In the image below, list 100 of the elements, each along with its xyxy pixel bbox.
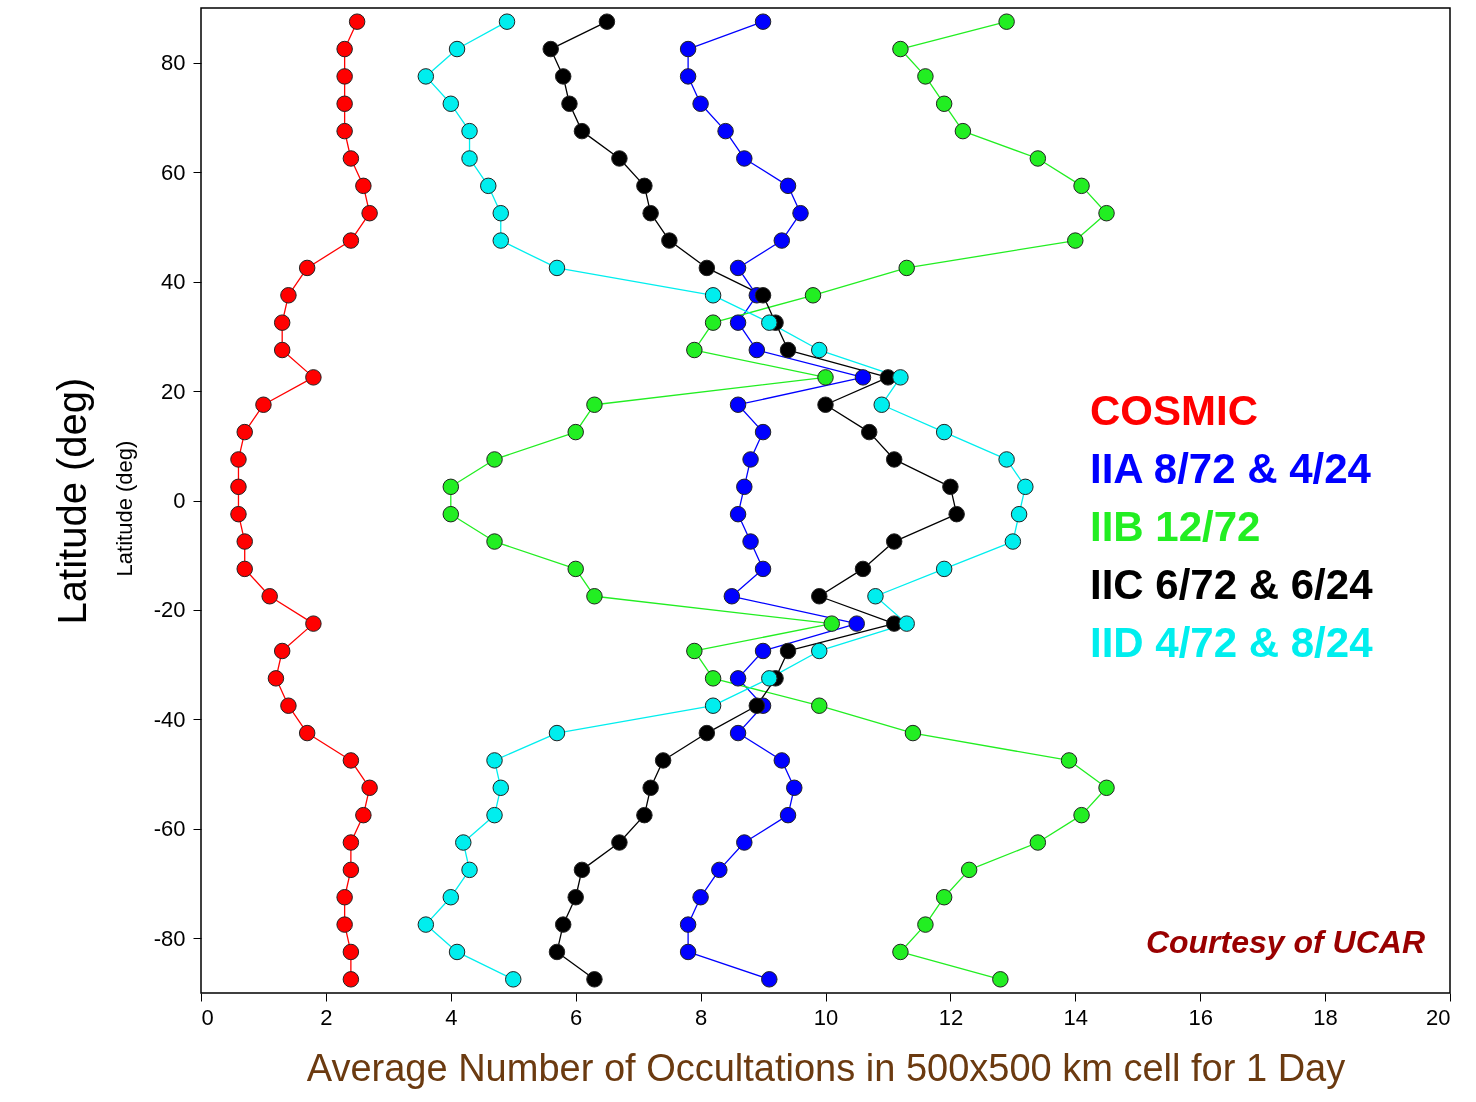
point (942, 478, 959, 496)
point (567, 423, 584, 441)
point (442, 505, 460, 523)
point (461, 150, 478, 167)
point (729, 670, 747, 687)
point (586, 396, 603, 413)
point (992, 971, 1009, 988)
x-tick-label: 2 (320, 1004, 333, 1030)
y-tick-label: 40 (161, 269, 186, 295)
point (711, 861, 728, 879)
y-tick-label: -80 (153, 925, 186, 951)
point (654, 752, 672, 769)
point (598, 13, 616, 30)
point (773, 232, 791, 249)
point (361, 779, 378, 797)
point (342, 834, 360, 851)
point (355, 806, 372, 824)
point (280, 697, 297, 714)
point (748, 341, 766, 359)
y-tick-label: 60 (161, 159, 186, 185)
point (486, 752, 503, 769)
x-tick-label: 10 (813, 1004, 839, 1030)
point (236, 533, 253, 550)
point (348, 13, 366, 30)
point (642, 204, 659, 222)
point (779, 341, 797, 359)
point (342, 752, 360, 769)
point (448, 943, 466, 961)
point (355, 177, 372, 195)
point (492, 779, 510, 797)
point (230, 505, 247, 523)
x-tick-label: 16 (1188, 1004, 1213, 1030)
point (492, 232, 510, 249)
point (736, 150, 753, 167)
y-tick-label: -20 (153, 597, 186, 623)
point (935, 423, 953, 441)
point (567, 889, 584, 906)
point (686, 341, 703, 359)
text: IID 4/72 & 8/24 (1090, 619, 1374, 666)
point (817, 396, 834, 413)
point (236, 423, 253, 441)
point (898, 615, 915, 632)
point (548, 943, 566, 961)
point (729, 396, 747, 413)
point (567, 560, 584, 578)
point (505, 971, 522, 988)
point (811, 697, 828, 714)
point (761, 971, 778, 988)
point (230, 478, 247, 496)
point (448, 40, 466, 58)
y-tick-label: 0 (173, 488, 186, 513)
point (267, 670, 285, 687)
point (754, 13, 772, 30)
point (1029, 150, 1047, 167)
point (892, 40, 909, 58)
point (554, 916, 572, 933)
point (486, 533, 503, 550)
point (573, 861, 591, 879)
point (998, 451, 1015, 468)
point (461, 861, 478, 879)
point (1098, 779, 1115, 797)
x-tick-label: 0 (201, 1004, 214, 1030)
point (1029, 834, 1047, 851)
point (461, 122, 478, 140)
point (704, 287, 722, 304)
point (542, 40, 559, 58)
point (342, 150, 360, 167)
point (305, 615, 322, 632)
point (642, 779, 659, 797)
point (917, 68, 934, 85)
y-tick-label: -60 (153, 816, 186, 842)
point (661, 232, 678, 249)
point (1017, 478, 1034, 496)
point (761, 314, 778, 331)
point (342, 971, 360, 988)
point (892, 369, 909, 386)
point (498, 13, 516, 30)
point (848, 615, 865, 632)
point (679, 68, 697, 85)
point (636, 177, 653, 195)
point (742, 533, 759, 550)
point (748, 697, 766, 714)
point (823, 615, 840, 632)
point (935, 95, 953, 112)
point (230, 451, 247, 468)
point (754, 560, 772, 578)
point (336, 68, 353, 85)
point (586, 588, 603, 605)
point (298, 724, 316, 742)
point (885, 451, 903, 468)
point (917, 916, 934, 933)
point (342, 943, 360, 961)
point (729, 724, 747, 742)
point (342, 861, 360, 879)
point (698, 259, 716, 277)
point (442, 95, 460, 112)
point (280, 287, 297, 304)
point (779, 806, 797, 824)
x-tick-label: 18 (1313, 1004, 1338, 1030)
point (786, 779, 803, 797)
